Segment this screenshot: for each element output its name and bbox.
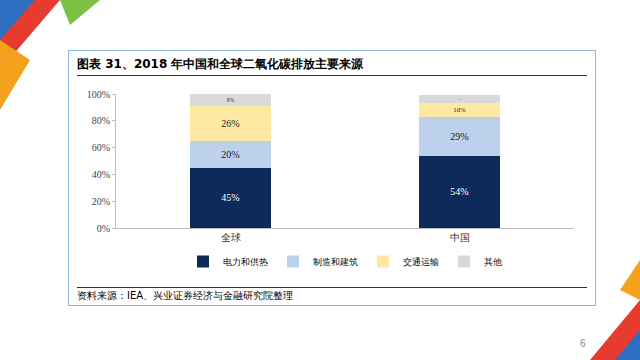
svg-text:10%: 10% (453, 106, 466, 113)
svg-text:80%: 80% (92, 115, 110, 126)
html-text:资料来源：IEA、兴业证券经济与金融研究院整理: 资料来源：IEA、兴业证券经济与金融研究院整理 (77, 290, 294, 301)
html-text:6: 6 (580, 338, 586, 349)
svg-text:29%: 29% (450, 131, 468, 142)
svg-text:54%: 54% (450, 186, 468, 197)
svg-text:中国: 中国 (450, 232, 470, 243)
svg-text:9%: 9% (227, 97, 235, 103)
svg-text:20%: 20% (221, 149, 239, 160)
svg-text:60%: 60% (92, 142, 110, 153)
svg-text:交通运输: 交通运输 (403, 257, 439, 267)
svg-text:45%: 45% (221, 192, 239, 203)
svg-text:电力和供热: 电力和供热 (223, 257, 268, 267)
svg-text:制造和建筑: 制造和建筑 (313, 257, 358, 267)
svg-text:其他: 其他 (484, 257, 502, 267)
svg-text:100%: 100% (87, 89, 110, 100)
svg-text:0%: 0% (97, 223, 110, 234)
svg-text:40%: 40% (92, 169, 110, 180)
html-text:图表 31、2018 年中国和全球二氧化碳排放主要来源: 图表 31、2018 年中国和全球二氧化碳排放主要来源 (77, 57, 364, 71)
svg-text:全球: 全球 (221, 232, 241, 243)
svg-text:20%: 20% (92, 196, 110, 207)
svg-text:6%: 6% (458, 98, 461, 100)
svg-text:26%: 26% (221, 118, 239, 129)
